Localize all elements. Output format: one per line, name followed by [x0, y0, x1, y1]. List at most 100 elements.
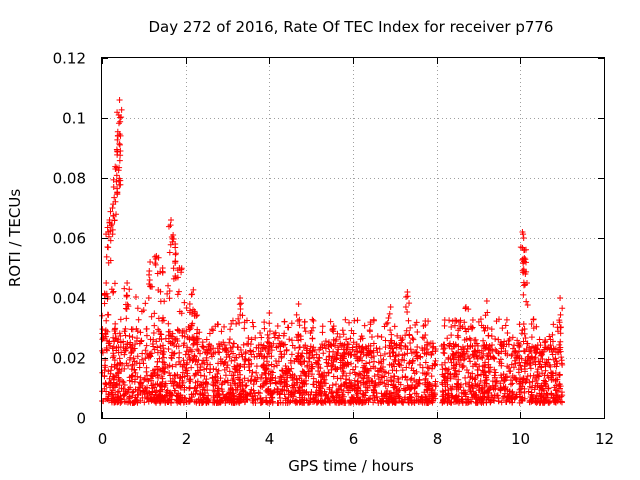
- data-point: [319, 329, 326, 336]
- data-point: [169, 363, 176, 370]
- data-point: [143, 342, 150, 349]
- data-point: [105, 259, 112, 266]
- data-point: [236, 351, 243, 358]
- data-point: [281, 376, 288, 383]
- data-point: [336, 334, 343, 341]
- data-point: [122, 301, 129, 308]
- data-point: [155, 254, 162, 261]
- data-point: [485, 368, 492, 375]
- data-point: [520, 338, 527, 345]
- data-point: [541, 339, 548, 346]
- data-point: [126, 393, 133, 400]
- data-point: [172, 361, 179, 368]
- chart-title: Day 272 of 2016, Rate Of TEC Index for r…: [149, 18, 554, 36]
- data-point: [390, 348, 397, 355]
- data-point: [538, 364, 545, 371]
- data-point: [124, 340, 131, 347]
- data-point: [115, 369, 122, 376]
- data-point: [423, 386, 430, 393]
- data-point: [246, 356, 253, 363]
- data-point: [265, 370, 272, 377]
- data-point: [466, 355, 473, 362]
- data-point: [409, 358, 416, 365]
- data-point: [354, 394, 361, 401]
- data-point: [166, 249, 173, 256]
- data-point: [318, 378, 325, 385]
- data-point: [104, 311, 111, 318]
- data-point: [370, 316, 377, 323]
- data-point: [112, 198, 119, 205]
- data-point: [509, 388, 516, 395]
- data-point: [209, 399, 216, 406]
- data-point: [217, 375, 224, 382]
- data-point: [505, 337, 512, 344]
- data-point: [491, 374, 498, 381]
- data-point: [247, 347, 254, 354]
- data-point: [128, 344, 135, 351]
- data-point: [187, 346, 194, 353]
- data-point: [414, 382, 421, 389]
- data-point: [210, 382, 217, 389]
- data-point: [229, 317, 236, 324]
- data-point: [146, 267, 153, 274]
- data-point: [168, 354, 175, 361]
- data-point: [381, 368, 388, 375]
- data-point: [257, 375, 264, 382]
- data-point: [432, 395, 439, 402]
- data-point: [181, 384, 188, 391]
- data-point: [547, 342, 554, 349]
- data-point: [536, 373, 543, 380]
- data-point: [517, 362, 524, 369]
- data-point: [235, 398, 242, 405]
- data-point: [171, 341, 178, 348]
- data-point: [137, 374, 144, 381]
- data-point: [522, 334, 529, 341]
- data-point: [262, 367, 269, 374]
- data-point: [517, 385, 524, 392]
- data-point: [139, 394, 146, 401]
- data-point: [445, 342, 452, 349]
- data-point: [197, 372, 204, 379]
- data-point: [294, 318, 301, 325]
- data-point: [319, 372, 326, 379]
- data-point: [271, 334, 278, 341]
- data-point: [428, 373, 435, 380]
- data-point: [115, 120, 122, 127]
- data-point: [465, 398, 472, 405]
- data-point: [263, 358, 270, 365]
- data-point: [385, 370, 392, 377]
- data-point: [432, 348, 439, 355]
- data-point: [422, 359, 429, 366]
- data-point: [399, 336, 406, 343]
- data-point: [129, 372, 136, 379]
- y-tick-label: 0.1: [62, 110, 86, 128]
- data-point: [492, 336, 499, 343]
- data-point: [245, 363, 252, 370]
- data-point: [266, 320, 273, 327]
- data-point: [430, 343, 437, 350]
- data-point: [205, 343, 212, 350]
- data-point: [536, 336, 543, 343]
- data-point: [114, 399, 121, 406]
- data-point: [403, 293, 410, 300]
- data-point: [393, 385, 400, 392]
- data-point: [110, 212, 117, 219]
- data-point: [403, 364, 410, 371]
- data-point: [485, 346, 492, 353]
- data-point: [275, 386, 282, 393]
- data-point: [482, 325, 489, 332]
- data-point: [532, 399, 539, 406]
- data-point: [556, 346, 563, 353]
- data-point: [544, 345, 551, 352]
- data-point: [124, 280, 131, 286]
- data-point: [171, 335, 178, 342]
- data-point: [146, 277, 153, 284]
- data-point: [352, 363, 359, 370]
- data-point: [138, 308, 145, 315]
- data-point: [527, 365, 534, 372]
- data-point: [297, 336, 304, 343]
- data-point: [165, 282, 172, 289]
- data-point: [444, 335, 451, 342]
- data-point: [465, 369, 472, 376]
- data-point: [524, 358, 531, 365]
